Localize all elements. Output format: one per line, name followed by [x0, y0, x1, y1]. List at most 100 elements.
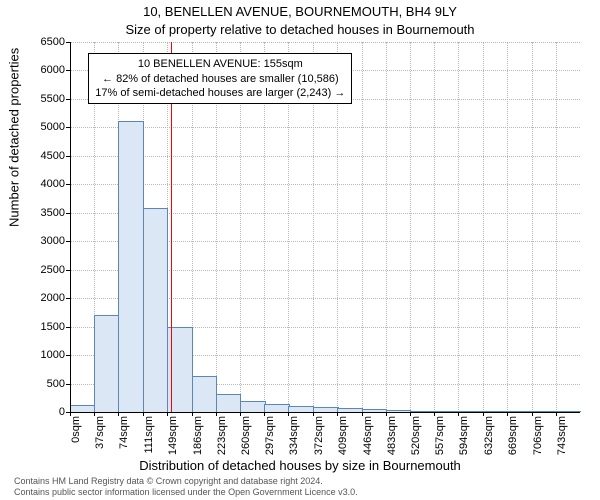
annotation-box: 10 BENELLEN AVENUE: 155sqm← 82% of detac…: [88, 53, 352, 104]
x-tick-label: 483sqm: [386, 416, 398, 464]
x-tick-label: 186sqm: [192, 416, 204, 464]
y-tick-mark: [66, 213, 70, 214]
x-tick-mark: [434, 412, 435, 416]
x-tick-label: 632sqm: [483, 416, 495, 464]
gridline-vertical: [386, 42, 387, 412]
chart-title-sub: Size of property relative to detached ho…: [0, 22, 600, 37]
x-tick-mark: [264, 412, 265, 416]
x-tick-label: 706sqm: [532, 416, 544, 464]
x-tick-label: 111sqm: [143, 416, 155, 464]
gridline-vertical: [410, 42, 411, 412]
y-tick-label: 3500: [15, 207, 65, 219]
gridline-vertical: [532, 42, 533, 412]
histogram-bar: [118, 121, 144, 412]
y-tick-label: 2500: [15, 264, 65, 276]
x-tick-mark: [458, 412, 459, 416]
x-tick-label: 149sqm: [167, 416, 179, 464]
y-tick-mark: [66, 127, 70, 128]
x-tick-mark: [386, 412, 387, 416]
histogram-bar: [240, 401, 266, 412]
histogram-bar: [216, 394, 242, 412]
gridline-horizontal: [70, 184, 580, 185]
x-tick-label: 0sqm: [70, 416, 82, 464]
y-tick-mark: [66, 184, 70, 185]
annotation-line-1: 10 BENELLEN AVENUE: 155sqm: [95, 57, 345, 71]
x-axis-line: [70, 412, 580, 413]
histogram-bar: [143, 208, 169, 412]
x-tick-mark: [362, 412, 363, 416]
gridline-vertical: [362, 42, 363, 412]
x-tick-mark: [288, 412, 289, 416]
x-tick-mark: [94, 412, 95, 416]
x-tick-label: 37sqm: [94, 416, 106, 464]
x-tick-label: 557sqm: [434, 416, 446, 464]
x-tick-label: 743sqm: [556, 416, 568, 464]
chart-title-main: 10, BENELLEN AVENUE, BOURNEMOUTH, BH4 9L…: [0, 4, 600, 19]
x-tick-label: 446sqm: [362, 416, 374, 464]
annotation-line-3: 17% of semi-detached houses are larger (…: [95, 86, 345, 100]
y-tick-label: 5500: [15, 93, 65, 105]
x-tick-label: 372sqm: [313, 416, 325, 464]
y-tick-label: 1500: [15, 321, 65, 333]
y-tick-mark: [66, 298, 70, 299]
y-tick-label: 2000: [15, 292, 65, 304]
y-tick-label: 3000: [15, 235, 65, 247]
x-tick-mark: [532, 412, 533, 416]
x-tick-label: 74sqm: [118, 416, 130, 464]
x-tick-mark: [118, 412, 119, 416]
x-tick-mark: [313, 412, 314, 416]
x-tick-label: 334sqm: [288, 416, 300, 464]
x-tick-label: 669sqm: [507, 416, 519, 464]
x-tick-mark: [70, 412, 71, 416]
y-tick-mark: [66, 70, 70, 71]
x-tick-label: 260sqm: [240, 416, 252, 464]
x-tick-mark: [192, 412, 193, 416]
x-tick-mark: [216, 412, 217, 416]
y-tick-label: 4500: [15, 150, 65, 162]
y-tick-label: 500: [15, 378, 65, 390]
x-tick-label: 223sqm: [216, 416, 228, 464]
footer-line-1: Contains HM Land Registry data © Crown c…: [14, 476, 358, 486]
gridline-horizontal: [70, 156, 580, 157]
x-tick-mark: [410, 412, 411, 416]
histogram-bar: [192, 376, 218, 412]
x-tick-label: 297sqm: [264, 416, 276, 464]
x-tick-label: 594sqm: [458, 416, 470, 464]
y-tick-label: 0: [15, 406, 65, 418]
histogram-bar: [264, 404, 290, 412]
gridline-vertical: [483, 42, 484, 412]
gridline-vertical: [458, 42, 459, 412]
y-axis-line: [70, 42, 71, 412]
x-tick-mark: [143, 412, 144, 416]
y-tick-mark: [66, 99, 70, 100]
y-tick-label: 6000: [15, 64, 65, 76]
y-tick-mark: [66, 384, 70, 385]
y-tick-label: 1000: [15, 349, 65, 361]
gridline-horizontal: [70, 42, 580, 43]
y-tick-mark: [66, 42, 70, 43]
x-tick-mark: [337, 412, 338, 416]
y-tick-mark: [66, 270, 70, 271]
x-tick-mark: [483, 412, 484, 416]
x-tick-mark: [556, 412, 557, 416]
y-tick-mark: [66, 156, 70, 157]
histogram-bar: [94, 315, 120, 412]
gridline-vertical: [556, 42, 557, 412]
y-tick-label: 5000: [15, 121, 65, 133]
chart-figure: 10, BENELLEN AVENUE, BOURNEMOUTH, BH4 9L…: [0, 0, 600, 500]
gridline-horizontal: [70, 127, 580, 128]
gridline-vertical: [434, 42, 435, 412]
y-tick-mark: [66, 241, 70, 242]
x-tick-label: 520sqm: [410, 416, 422, 464]
footer-attribution: Contains HM Land Registry data © Crown c…: [14, 476, 358, 497]
footer-line-2: Contains public sector information licen…: [14, 487, 358, 497]
y-tick-mark: [66, 327, 70, 328]
y-tick-label: 6500: [15, 36, 65, 48]
x-tick-mark: [240, 412, 241, 416]
annotation-line-2: ← 82% of detached houses are smaller (10…: [95, 72, 345, 86]
x-tick-label: 409sqm: [337, 416, 349, 464]
gridline-vertical: [507, 42, 508, 412]
plot-area: 10 BENELLEN AVENUE: 155sqm← 82% of detac…: [70, 42, 580, 412]
histogram-bar: [70, 405, 96, 412]
y-tick-label: 4000: [15, 178, 65, 190]
